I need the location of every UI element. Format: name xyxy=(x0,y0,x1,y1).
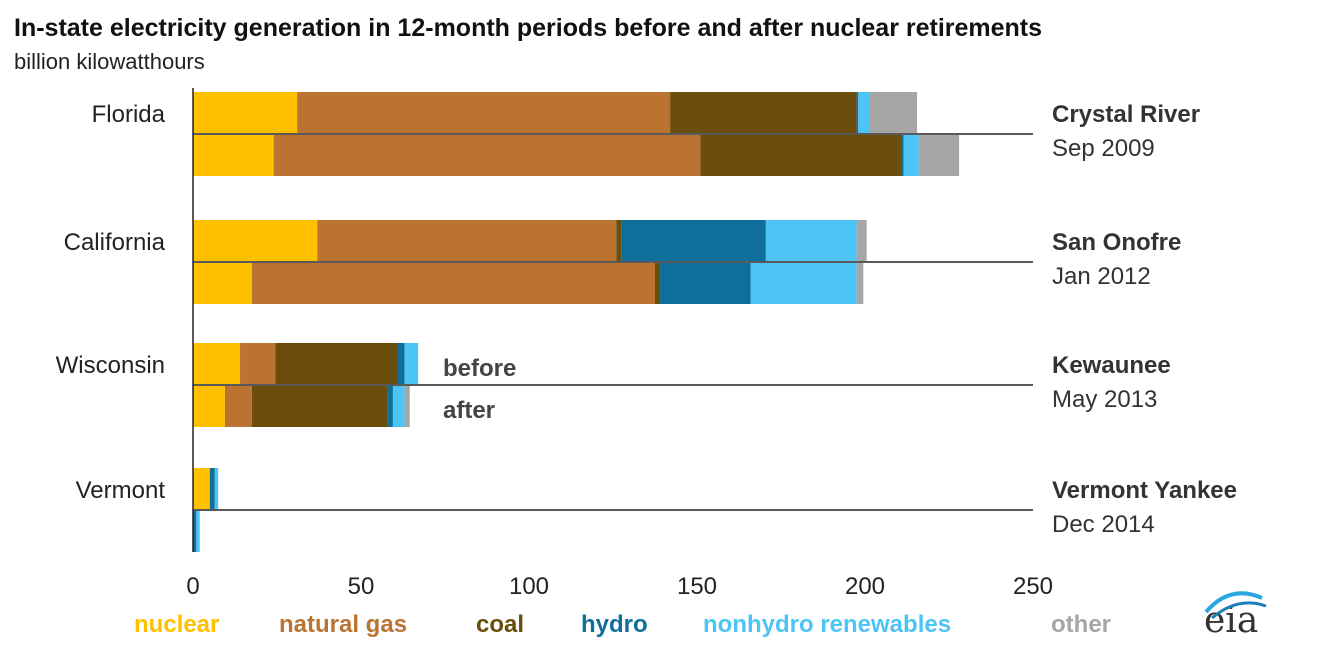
bar-california-before-natural-gas xyxy=(317,220,617,261)
bar-florida-before-hydro xyxy=(856,92,859,133)
plant-name-label: Kewaunee xyxy=(1052,352,1171,379)
legend-item-coal: coal xyxy=(476,611,524,638)
retirement-date-label: Sep 2009 xyxy=(1052,135,1155,162)
chart-subtitle: billion kilowatthours xyxy=(14,49,205,74)
plant-name-label: San Onofre xyxy=(1052,229,1181,256)
category-label: Wisconsin xyxy=(56,352,165,379)
x-tick-label: 100 xyxy=(509,573,549,600)
bar-florida-before-other xyxy=(870,92,918,133)
bar-california-before-hydro xyxy=(621,220,766,261)
bar-wisconsin-before-nonhydro-renewables xyxy=(404,343,419,384)
bar-wisconsin-after-hydro xyxy=(387,386,393,427)
eia-logo-swoosh xyxy=(1211,601,1267,620)
bar-california-before-other xyxy=(856,220,867,261)
x-tick-label: 250 xyxy=(1013,573,1053,600)
bar-wisconsin-after-coal xyxy=(251,386,388,427)
before-annotation: before xyxy=(443,355,516,382)
bar-vermont-after-nonhydro-renewables xyxy=(196,511,200,552)
bar-wisconsin-after-nuclear xyxy=(193,386,225,427)
bar-california-after-natural-gas xyxy=(251,263,656,304)
bar-california-after-hydro xyxy=(660,263,751,304)
legend-item-nonhydro-renewables: nonhydro renewables xyxy=(703,611,951,638)
legend-item-other: other xyxy=(1051,611,1111,638)
bar-wisconsin-before-natural-gas xyxy=(240,343,276,384)
bar-vermont-after-hydro xyxy=(193,511,197,552)
x-tick-label: 0 xyxy=(186,573,199,600)
bar-wisconsin-before-hydro xyxy=(397,343,405,384)
bar-vermont-before-hydro xyxy=(209,468,215,509)
plant-name-label: Crystal River xyxy=(1052,101,1200,128)
bar-california-before-nuclear xyxy=(193,220,318,261)
bar-wisconsin-before-nuclear xyxy=(193,343,241,384)
legend-item-natural-gas: natural gas xyxy=(279,611,407,638)
plant-name-label: Vermont Yankee xyxy=(1052,477,1237,504)
bar-florida-before-natural-gas xyxy=(297,92,671,133)
retirement-date-label: May 2013 xyxy=(1052,386,1157,413)
bar-california-after-other xyxy=(856,263,864,304)
bar-florida-after-natural-gas xyxy=(273,135,701,176)
bar-florida-before-nonhydro-renewables xyxy=(858,92,871,133)
legend-item-hydro: hydro xyxy=(581,611,648,638)
bar-california-after-coal xyxy=(655,263,661,304)
category-label: California xyxy=(64,229,166,256)
retirement-date-label: Jan 2012 xyxy=(1052,263,1151,290)
bar-wisconsin-after-nonhydro-renewables xyxy=(392,386,405,427)
chart-title: In-state electricity generation in 12-mo… xyxy=(14,14,1043,42)
bar-wisconsin-before-coal xyxy=(275,343,398,384)
retirement-date-label: Dec 2014 xyxy=(1052,511,1155,538)
after-annotation: after xyxy=(443,397,495,424)
x-tick-label: 50 xyxy=(348,573,375,600)
x-tick-label: 150 xyxy=(677,573,717,600)
x-tick-label: 200 xyxy=(845,573,885,600)
bar-florida-after-other xyxy=(918,135,960,176)
bar-vermont-before-nuclear xyxy=(193,468,210,509)
bar-vermont-before-nonhydro-renewables xyxy=(214,468,219,509)
bar-wisconsin-after-natural-gas xyxy=(224,386,252,427)
category-label: Florida xyxy=(92,101,166,128)
bar-california-after-nonhydro-renewables xyxy=(750,263,857,304)
category-label: Vermont xyxy=(76,477,166,504)
bar-california-after-nuclear xyxy=(193,263,252,304)
bar-california-before-coal xyxy=(616,220,622,261)
bar-wisconsin-after-other xyxy=(404,386,410,427)
bar-florida-after-hydro xyxy=(901,135,904,176)
bar-florida-before-nuclear xyxy=(193,92,298,133)
bar-florida-after-nonhydro-renewables xyxy=(903,135,919,176)
bar-florida-after-coal xyxy=(700,135,902,176)
legend-item-nuclear: nuclear xyxy=(134,611,219,638)
bar-california-before-nonhydro-renewables xyxy=(765,220,857,261)
bar-florida-before-coal xyxy=(670,92,857,133)
eia-logo-swoosh xyxy=(1204,591,1263,614)
bar-florida-after-nuclear xyxy=(193,135,274,176)
